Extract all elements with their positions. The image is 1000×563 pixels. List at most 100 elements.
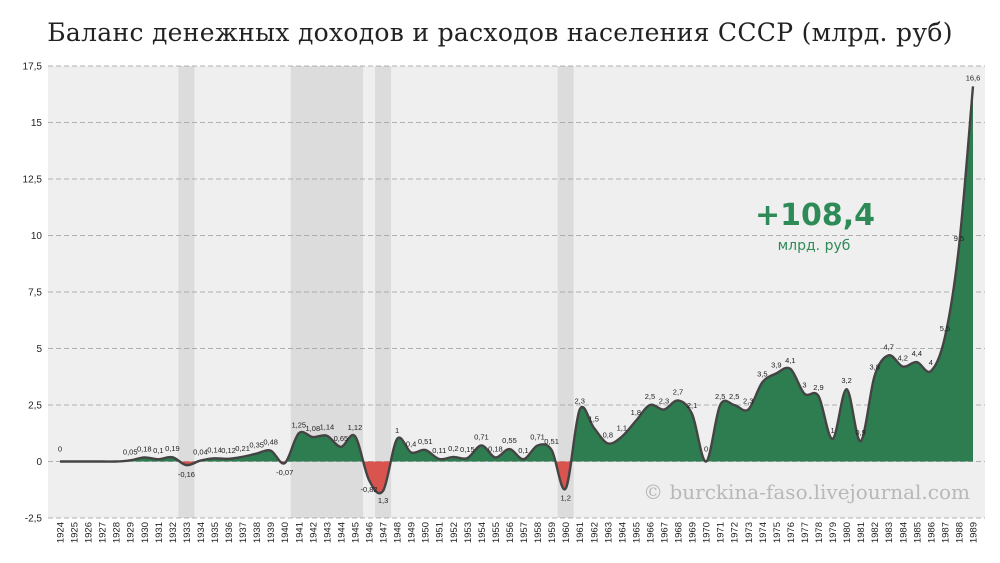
x-tick-label: 1942 <box>308 522 319 543</box>
x-tick-label: 1969 <box>688 522 699 543</box>
data-label: 2,5 <box>715 392 725 401</box>
data-label: 1,08 <box>306 424 321 433</box>
x-tick-label: 1925 <box>70 522 81 543</box>
x-tick-label: 1973 <box>744 522 755 543</box>
x-tick-label: 1958 <box>533 522 544 543</box>
data-label: 16,6 <box>966 73 981 82</box>
y-axis-labels: -2,5 0 2,5 5 7,5 10 12,5 15 17,5 <box>23 62 43 525</box>
x-tick-label: 1926 <box>84 522 95 543</box>
data-label: 1,25 <box>291 420 306 429</box>
grid-lines <box>48 65 985 519</box>
data-label: 0,48 <box>263 438 278 447</box>
x-tick-label: 1989 <box>969 522 980 543</box>
chart-title: Баланс денежных доходов и расходов насел… <box>47 18 953 47</box>
data-label: 0,18 <box>488 444 503 453</box>
data-label: 5,5 <box>940 324 950 333</box>
data-label: 2,7 <box>673 387 683 396</box>
data-label: 0,1 <box>518 446 528 455</box>
x-tick-label: 1965 <box>631 522 642 543</box>
x-tick-label: 1937 <box>238 522 249 543</box>
data-label: 0,9 <box>855 428 865 437</box>
x-tick-label: 1932 <box>168 522 179 543</box>
x-tick-label: 1967 <box>659 522 670 543</box>
x-tick-label: 1961 <box>575 522 586 543</box>
series-line <box>59 86 975 495</box>
y-tick-label: 0 <box>36 457 42 468</box>
data-label: 1,2 <box>560 494 570 503</box>
data-label: 3,9 <box>771 360 781 369</box>
x-tick-label: 1931 <box>154 522 165 543</box>
x-tick-label: 1987 <box>940 522 951 543</box>
x-tick-label: 1982 <box>870 522 881 543</box>
x-tick-label: 1936 <box>224 522 235 543</box>
data-label: 0,1 <box>153 446 163 455</box>
data-label: 0,35 <box>249 441 264 450</box>
x-tick-label: 1974 <box>758 522 769 543</box>
data-label: 0,21 <box>235 444 250 453</box>
x-tick-label: 1978 <box>814 522 825 543</box>
x-tick-label: 1959 <box>547 522 558 543</box>
data-label: 2,9 <box>813 383 823 392</box>
x-tick-label: 1955 <box>491 522 502 543</box>
x-tick-label: 1930 <box>140 522 151 543</box>
data-label: 4,1 <box>785 356 795 365</box>
data-label: 2,5 <box>645 392 655 401</box>
x-tick-label: 1988 <box>954 522 965 543</box>
x-tick-label: 1946 <box>365 522 376 543</box>
data-label: 0,71 <box>530 432 545 441</box>
x-tick-label: 1924 <box>56 522 67 543</box>
x-tick-label: 1929 <box>126 522 137 543</box>
data-label: 4,4 <box>912 349 922 358</box>
x-tick-label: 1966 <box>645 522 656 543</box>
x-tick-label: 1950 <box>421 522 432 543</box>
data-label: 4 <box>929 358 933 367</box>
data-label: 2,3 <box>743 397 753 406</box>
data-label: 4,7 <box>884 342 894 351</box>
x-tick-label: 1957 <box>519 522 530 543</box>
data-label: -0,16 <box>178 470 195 479</box>
data-label: 2,5 <box>729 392 739 401</box>
data-label: 9,5 <box>954 234 964 243</box>
data-label: 3,8 <box>869 363 879 372</box>
x-tick-label: 1983 <box>884 522 895 543</box>
data-label: 1 <box>395 426 399 435</box>
data-label: 1,8 <box>631 408 641 417</box>
x-tick-label: 1943 <box>322 522 333 543</box>
y-tick-label: 12,5 <box>23 175 43 186</box>
y-tick-label: 5 <box>36 344 42 355</box>
x-tick-label: 1927 <box>98 522 109 543</box>
x-tick-label: 1956 <box>505 522 516 543</box>
x-tick-label: 1954 <box>477 522 488 543</box>
data-label: 0,71 <box>474 432 489 441</box>
data-labels: 0 0,05 0,18 0,1 0,19-0,160,04 0,14 0,12 0,21 0,3… <box>58 73 980 505</box>
total-annotation-unit: млрд. руб <box>778 238 851 254</box>
positive-area <box>60 86 973 462</box>
data-label: 0,8 <box>603 430 613 439</box>
data-label: 0,19 <box>165 444 180 453</box>
x-tick-label: 1940 <box>280 522 291 543</box>
area-fills <box>60 86 973 494</box>
data-label: 1,3 <box>378 496 388 505</box>
data-label: 0,12 <box>221 446 236 455</box>
data-label: 1,14 <box>320 423 335 432</box>
data-label: -0,07 <box>276 468 293 477</box>
data-label: 0 <box>704 445 708 454</box>
x-tick-label: 1948 <box>393 522 404 543</box>
x-tick-label: 1972 <box>730 522 741 543</box>
x-tick-label: 1941 <box>294 522 305 543</box>
data-label: 3,2 <box>841 376 851 385</box>
x-tick-label: 1939 <box>266 522 277 543</box>
x-tick-label: 1977 <box>800 522 811 543</box>
x-tick-label: 1968 <box>674 522 685 543</box>
x-tick-label: 1947 <box>379 522 390 543</box>
x-tick-label: 1934 <box>196 522 207 543</box>
x-tick-label: 1985 <box>912 522 923 543</box>
y-tick-label: 7,5 <box>28 288 42 299</box>
x-tick-label: 1964 <box>617 522 628 543</box>
x-tick-label: 1944 <box>336 522 347 543</box>
x-tick-label: 1935 <box>210 522 221 543</box>
x-tick-label: 1970 <box>702 522 713 543</box>
data-label: 2,3 <box>574 397 584 406</box>
x-tick-label: 1960 <box>561 522 572 543</box>
